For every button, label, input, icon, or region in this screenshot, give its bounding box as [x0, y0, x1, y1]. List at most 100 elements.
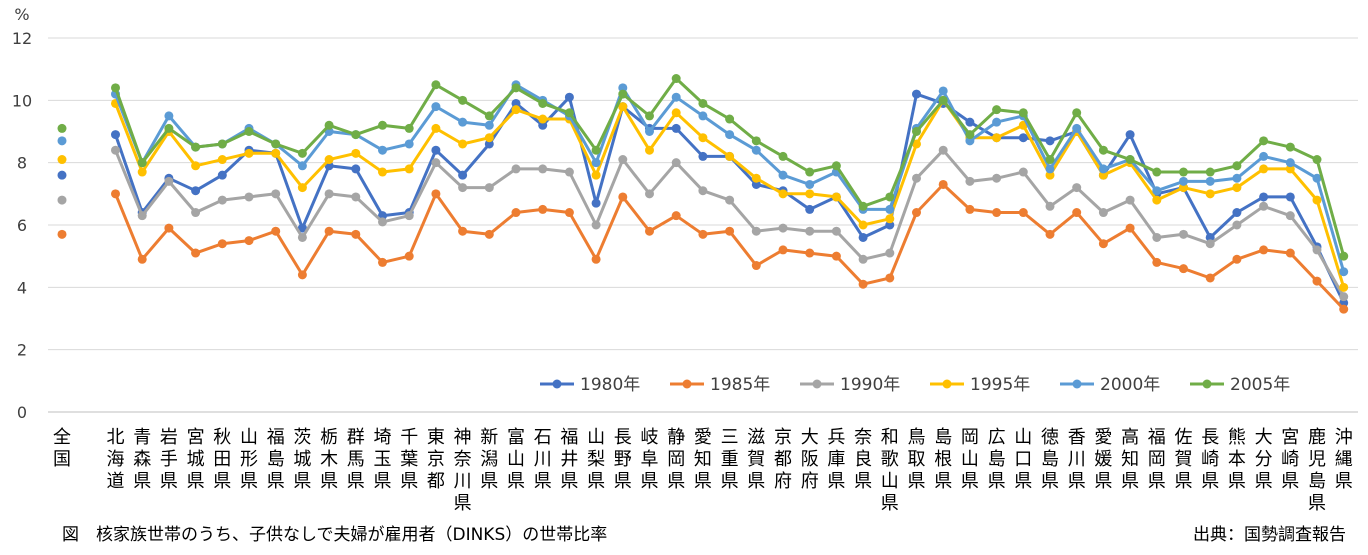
data-point — [618, 192, 628, 202]
data-point — [217, 170, 227, 180]
data-point — [805, 204, 815, 214]
data-point — [458, 170, 468, 180]
data-point — [484, 120, 494, 130]
data-point — [431, 145, 441, 155]
data-point — [698, 133, 708, 143]
data-point — [378, 120, 387, 130]
data-point — [1098, 239, 1108, 249]
data-point — [1205, 232, 1215, 242]
data-point — [751, 261, 761, 271]
data-point — [324, 226, 334, 236]
data-point — [645, 226, 654, 236]
data-point — [511, 98, 521, 108]
y-tick-label: 10 — [12, 91, 32, 110]
data-point — [885, 273, 895, 283]
data-point — [885, 192, 895, 202]
data-point — [378, 217, 387, 227]
x-tick-label: 岐阜県 — [641, 427, 659, 492]
x-tick-label: 愛媛県 — [1094, 427, 1112, 492]
data-point — [992, 208, 1002, 218]
x-tick-label: 愛知県 — [694, 427, 712, 492]
x-tick-label: 三重県 — [721, 427, 739, 492]
data-point — [1205, 189, 1215, 199]
data-point — [618, 155, 628, 165]
data-point — [538, 164, 548, 174]
data-point — [538, 204, 548, 214]
x-tick-label: 茨城県 — [293, 427, 311, 492]
x-tick-label: 神奈川県 — [454, 427, 472, 514]
y-tick-label: 0 — [17, 403, 27, 422]
y-tick-label: 2 — [17, 341, 27, 360]
figure-caption: 図 核家族世帯のうち、子供なしで夫婦が雇用者（DINKS）の世帯比率 — [62, 525, 608, 545]
data-point — [404, 211, 414, 221]
data-point — [751, 173, 761, 183]
data-point — [378, 145, 387, 155]
data-point — [1072, 183, 1082, 193]
data-point — [1098, 170, 1108, 180]
x-axis: 全国 北海道青森県岩手県宮城県秋田県山形県福島県茨城県栃木県群馬県埼玉県千葉県東京… — [53, 427, 1353, 514]
legend-label: 1985年 — [710, 375, 770, 395]
data-point — [725, 226, 735, 236]
data-point — [1339, 304, 1349, 314]
data-point — [324, 120, 334, 130]
data-point — [1045, 170, 1055, 180]
data-point — [805, 167, 815, 177]
data-point — [938, 179, 948, 189]
legend: 1980年 1985年 1990年 1995年 2000年 2005年 — [540, 375, 1290, 395]
y-unit-label: % — [14, 5, 29, 24]
data-point — [164, 123, 174, 133]
series-group — [57, 74, 1349, 314]
data-point — [1259, 201, 1269, 211]
data-point — [751, 226, 761, 236]
data-point — [271, 226, 281, 236]
data-point — [404, 123, 414, 133]
data-point — [1232, 254, 1242, 264]
data-point — [1072, 123, 1082, 133]
data-point — [458, 117, 468, 127]
data-point — [1045, 229, 1055, 239]
y-tick-label: 8 — [17, 154, 27, 173]
data-point — [698, 98, 708, 108]
data-point — [805, 226, 815, 236]
data-point — [858, 254, 868, 264]
data-point — [725, 151, 735, 161]
data-point — [351, 229, 361, 239]
data-point — [1259, 164, 1269, 174]
data-point — [191, 208, 201, 218]
data-point — [351, 192, 361, 202]
data-point — [538, 120, 548, 130]
legend-label: 2005年 — [1230, 375, 1290, 395]
x-tick-label: 広島県 — [988, 427, 1006, 492]
data-point — [698, 151, 708, 161]
data-point — [538, 114, 548, 124]
data-point — [778, 223, 788, 233]
data-point — [1205, 239, 1215, 249]
data-point — [1179, 183, 1188, 193]
data-point — [591, 220, 601, 230]
data-point — [1018, 108, 1028, 118]
data-point — [431, 158, 441, 168]
x-tick-label: 石川県 — [534, 427, 552, 492]
data-point — [297, 161, 307, 171]
data-point — [618, 89, 628, 99]
data-point — [1179, 176, 1188, 186]
legend-label: 1995年 — [970, 375, 1030, 395]
data-point — [1125, 223, 1135, 233]
data-point — [564, 108, 574, 118]
x-tick-label: 香川県 — [1068, 427, 1086, 492]
data-point — [351, 148, 361, 158]
data-point — [698, 111, 708, 121]
data-point — [1152, 257, 1162, 267]
data-point — [778, 170, 788, 180]
data-point — [404, 164, 414, 174]
data-point — [992, 173, 1002, 183]
data-point — [378, 257, 387, 267]
data-point — [1259, 151, 1269, 161]
data-point — [217, 195, 227, 205]
data-point — [297, 232, 307, 242]
data-point — [458, 95, 468, 105]
data-point — [1098, 208, 1108, 218]
x-tick-label: 北海道 — [107, 427, 125, 492]
x-tick-label: 栃木県 — [320, 427, 338, 492]
data-point — [271, 189, 281, 199]
